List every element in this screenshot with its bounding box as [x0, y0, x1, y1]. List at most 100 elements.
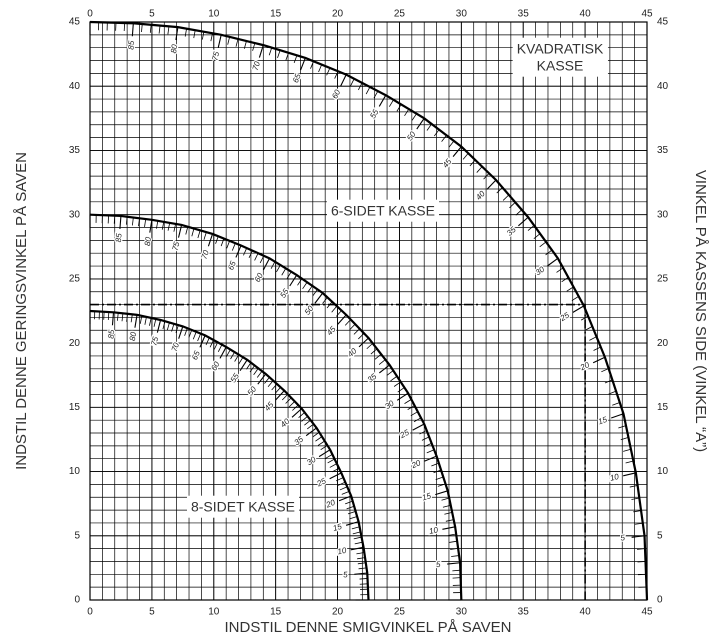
hatch [144, 218, 147, 228]
hatch [141, 24, 143, 33]
hatch [589, 336, 597, 341]
x-tick-label: 40 [580, 607, 592, 618]
hatch [277, 50, 281, 58]
hatch [452, 569, 461, 572]
hatch [252, 42, 256, 51]
hatch [631, 497, 640, 500]
hatch [629, 485, 638, 488]
hatch [462, 153, 469, 160]
angle-label: 80 [128, 331, 138, 342]
hatch [326, 301, 333, 309]
angle-tick [338, 495, 352, 502]
hatch [370, 348, 378, 355]
hatch [149, 317, 152, 326]
hatch [326, 67, 331, 76]
hatch [449, 540, 458, 543]
hatch [445, 519, 454, 522]
hatch [281, 393, 289, 401]
y-tick-label: 30 [69, 209, 81, 220]
angle-tick [378, 94, 387, 107]
x-tick-label: 0 [87, 607, 93, 618]
hatch [633, 510, 642, 513]
hatch [153, 318, 157, 327]
angle-tick [207, 233, 214, 247]
hatch [431, 462, 439, 467]
angle-label: 5 [620, 533, 626, 543]
hatch [327, 458, 335, 464]
hatch [502, 194, 510, 201]
hatch [353, 328, 360, 335]
angle-label: 5 [343, 570, 349, 579]
hatch [317, 440, 325, 446]
angle-tick [572, 305, 585, 313]
hatch [193, 30, 196, 39]
hatch [625, 460, 634, 464]
hatch [623, 448, 632, 452]
plot-frame [89, 21, 648, 601]
angle-tick [547, 257, 559, 267]
angle-tick [350, 546, 364, 551]
hatch [419, 430, 427, 435]
hatch [437, 483, 446, 487]
hatch [173, 223, 177, 232]
x-tick-label: 25 [394, 607, 406, 618]
hatch [226, 240, 230, 249]
hatch [320, 445, 328, 451]
hatch [213, 342, 219, 350]
hatch [433, 469, 442, 474]
hatch [556, 267, 564, 273]
hatch [357, 557, 366, 560]
hatch [130, 314, 133, 323]
y2-tick-label: 40 [657, 81, 669, 92]
hatch [238, 357, 244, 365]
angle-tick [378, 364, 390, 374]
hatch [301, 416, 308, 422]
hatch [121, 313, 124, 322]
hatch [149, 24, 152, 33]
hatch [293, 55, 298, 64]
hatch [307, 423, 314, 430]
hatch [161, 221, 165, 230]
hatch [335, 310, 342, 317]
angle-tick [275, 390, 285, 401]
y2-tick-label: 0 [657, 595, 663, 606]
hatch [184, 28, 187, 37]
hatch [285, 397, 292, 404]
angle-tick [442, 526, 456, 530]
hatch [285, 52, 289, 61]
angle-tick [262, 258, 270, 271]
hatch [404, 108, 410, 117]
angle-label: 75 [171, 240, 182, 251]
reference-line [90, 303, 586, 600]
y2-tick-label: 30 [657, 209, 669, 220]
series-label-bg [512, 37, 608, 77]
hatch [226, 349, 231, 357]
hatch [281, 268, 287, 276]
hatch [373, 90, 379, 99]
y2-tick-label: 15 [657, 402, 669, 413]
hatch [337, 481, 346, 486]
angle-tick [111, 312, 115, 326]
hatch [297, 278, 303, 286]
angle-tick [300, 57, 306, 71]
hatch [271, 383, 278, 391]
hatch [515, 209, 523, 216]
hatch [227, 36, 231, 45]
hatch [331, 467, 340, 473]
hatch [254, 253, 259, 261]
hatch [533, 233, 541, 240]
hatch [341, 490, 350, 495]
series-label: 8-SIDET KASSE [191, 499, 295, 515]
hatch [444, 512, 453, 515]
angle-tick [175, 27, 179, 41]
hatch [421, 436, 430, 441]
hatch [448, 140, 455, 148]
hatch [302, 282, 308, 290]
hatch [469, 159, 476, 167]
hatch [125, 216, 128, 225]
hatch [435, 476, 444, 480]
hatch [351, 526, 360, 530]
hatch [527, 225, 535, 231]
y2-tick-label: 5 [657, 530, 663, 541]
